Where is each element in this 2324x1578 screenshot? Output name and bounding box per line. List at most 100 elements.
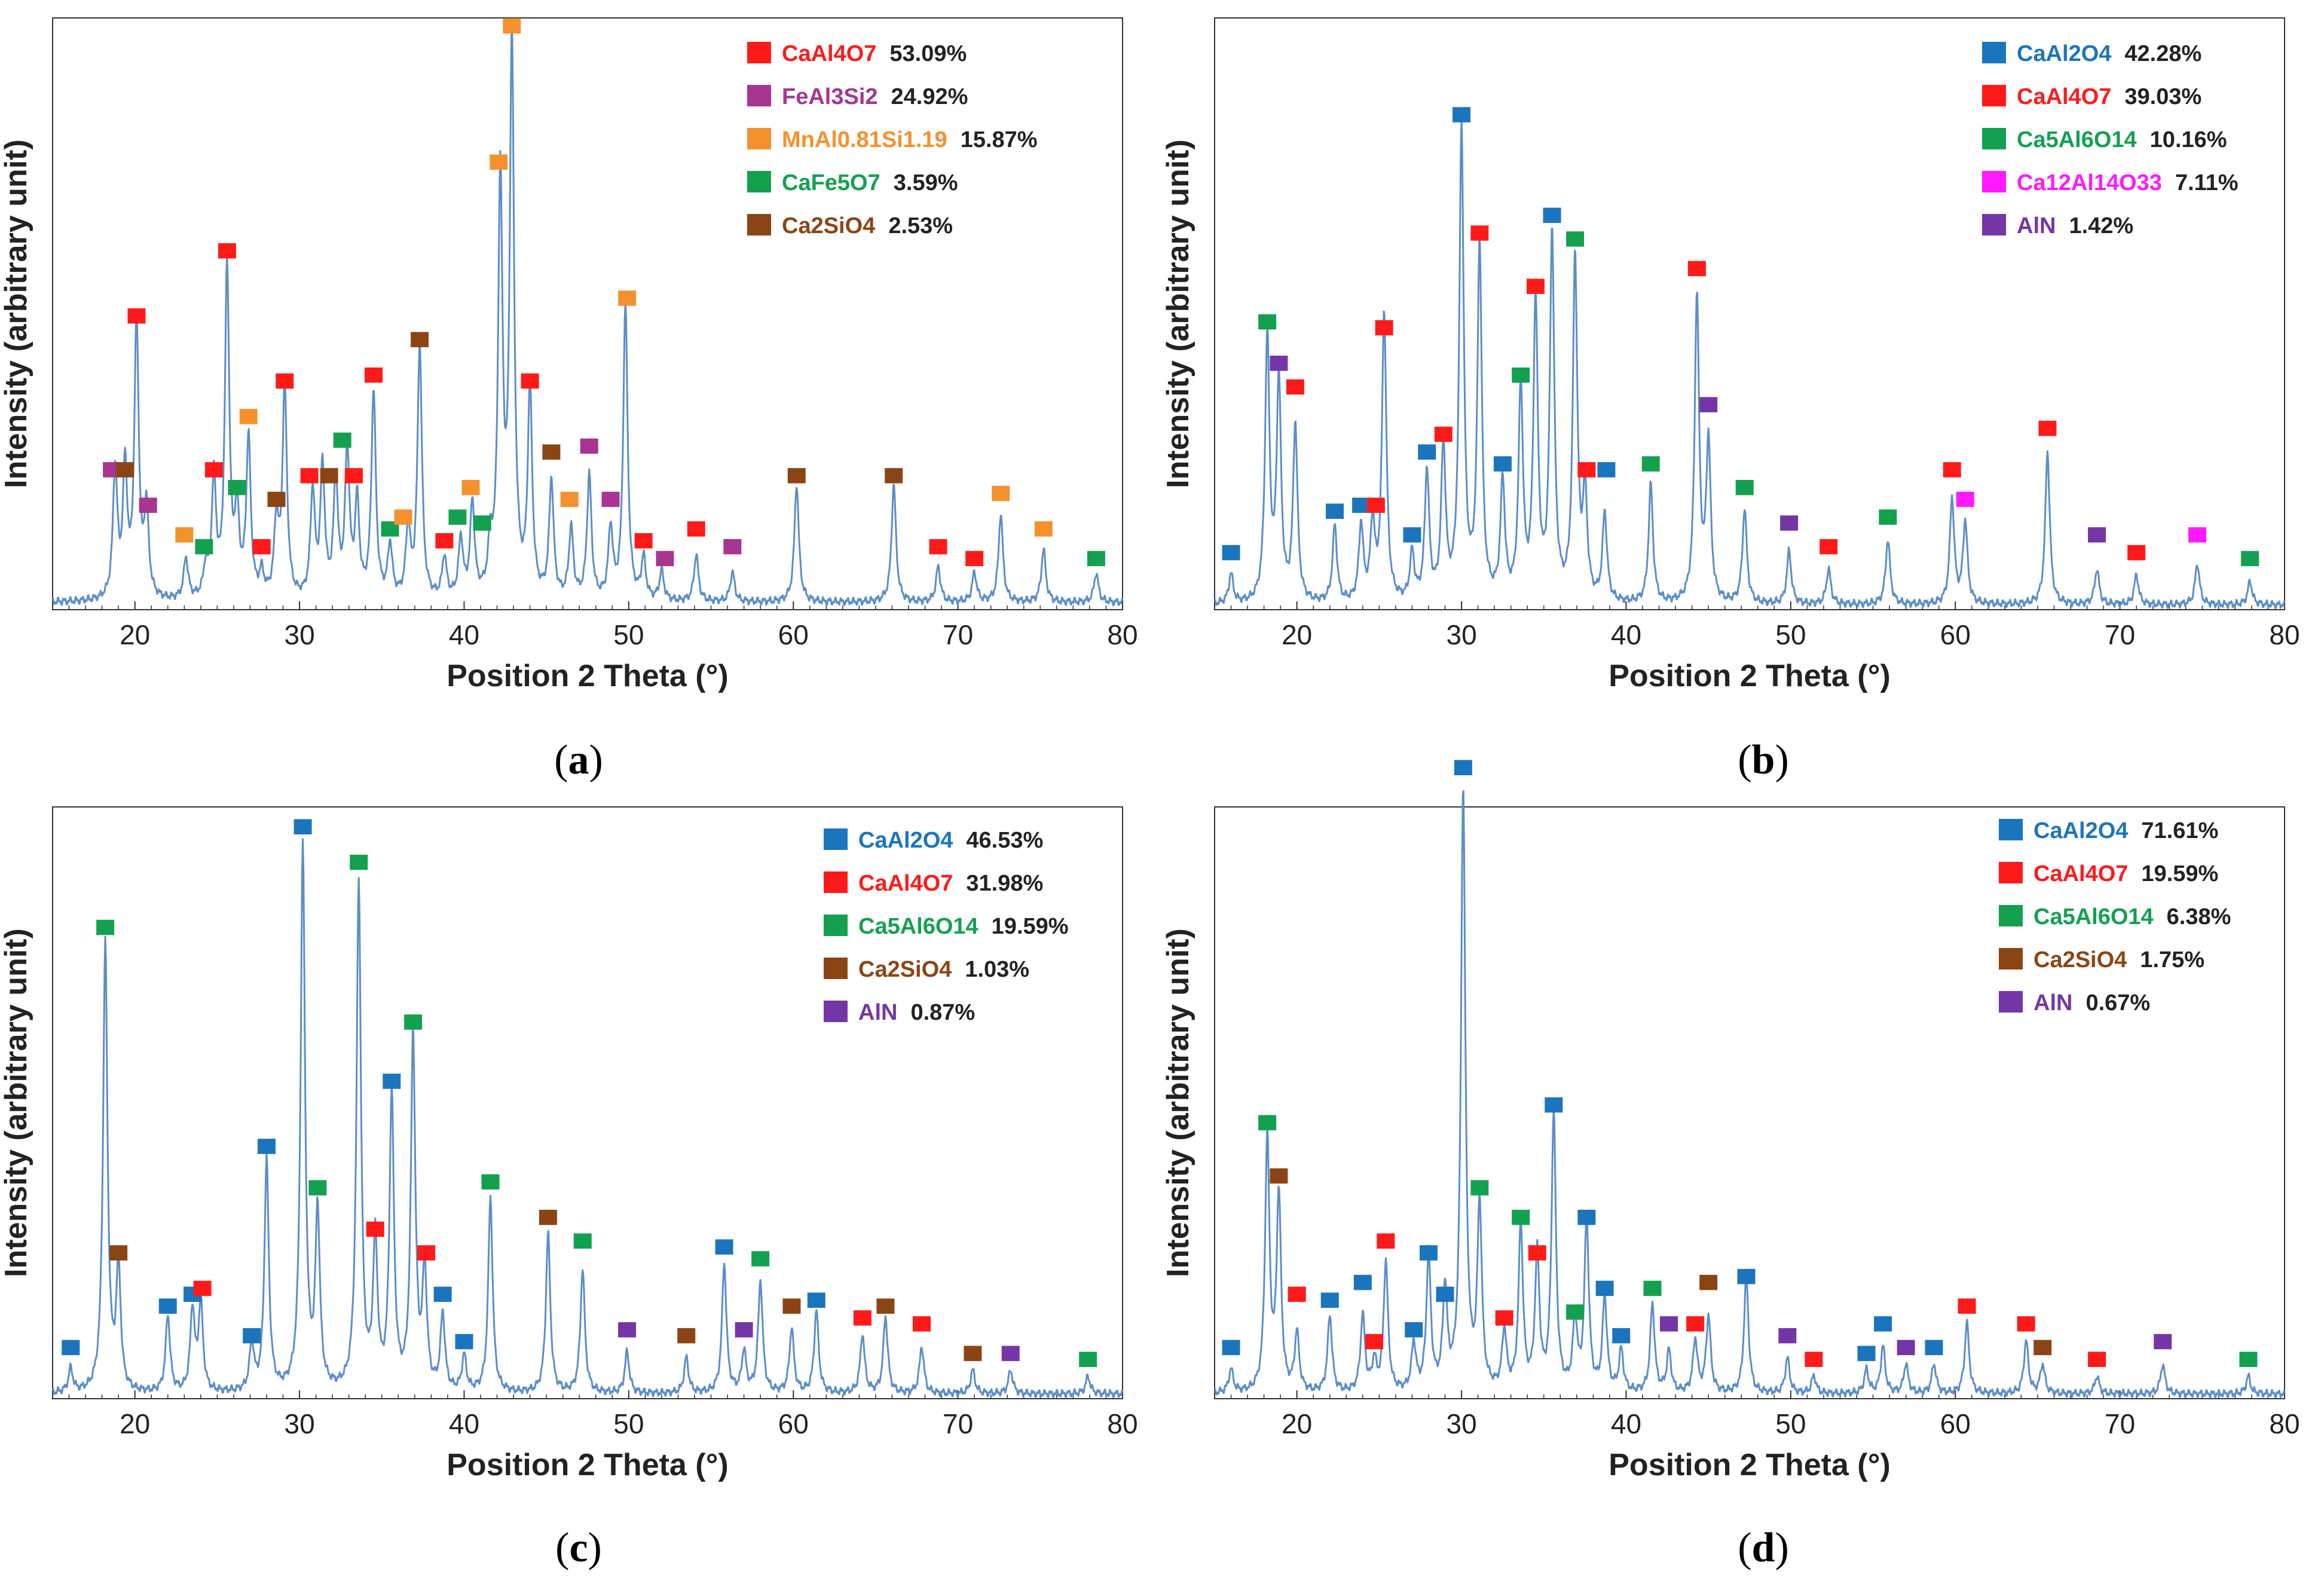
- phase-marker: [687, 521, 705, 537]
- phase-marker: [1512, 367, 1530, 383]
- x-tick-label: 50: [613, 619, 644, 650]
- legend-value: 1.03%: [965, 957, 1029, 982]
- phase-marker: [404, 1014, 423, 1030]
- phase-marker: [1288, 1286, 1306, 1302]
- phase-marker: [1034, 521, 1053, 537]
- legend-value: 39.03%: [2124, 84, 2201, 109]
- legend-value: 7.11%: [2175, 170, 2239, 195]
- legend-label: CaAl4O7: [858, 871, 953, 896]
- legend-label: AlN: [2017, 213, 2056, 238]
- phase-marker: [1778, 1328, 1797, 1344]
- caption-a: (a): [489, 736, 668, 784]
- xrd-panel-c: 20 30 40 50 60 70 80 Position 2 Theta (°) Intens…: [0, 789, 1162, 1578]
- legend-value: 19.59%: [2141, 861, 2218, 886]
- plot-frame: [1214, 17, 2285, 610]
- plot-frame: [52, 806, 1123, 1399]
- phase-marker: [1612, 1328, 1631, 1344]
- phase-marker: [1577, 1209, 1596, 1225]
- legend-swatch: [747, 42, 771, 63]
- phase-marker: [560, 491, 579, 507]
- x-tick-label: 50: [1775, 619, 1806, 650]
- x-tick-label: 40: [449, 619, 479, 650]
- phase-marker: [542, 444, 561, 460]
- phase-marker: [1326, 503, 1344, 519]
- phase-marker: [1956, 491, 1974, 507]
- caption-d: (d): [1674, 1524, 1853, 1572]
- caption-close: ): [588, 1525, 602, 1571]
- legend-value: 42.28%: [2124, 41, 2201, 66]
- phase-marker: [1420, 1245, 1438, 1261]
- phase-marker: [308, 1180, 327, 1195]
- phase-marker: [1820, 539, 1838, 555]
- legend-swatch: [747, 85, 771, 106]
- legend-label: Ca5Al6O14: [2017, 127, 2137, 152]
- phase-marker: [1495, 1310, 1513, 1326]
- legend-value: 6.38%: [2167, 904, 2231, 929]
- phase-marker: [1543, 207, 1561, 223]
- phase-marker: [411, 332, 429, 347]
- legend-swatch: [1982, 171, 2006, 192]
- legend-swatch: [1982, 214, 2006, 236]
- phase-marker: [1735, 479, 1754, 496]
- phase-marker: [965, 551, 984, 567]
- legend-value: 24.92%: [891, 84, 968, 109]
- phase-marker: [1403, 527, 1421, 543]
- legend-label: CaAl2O4: [2017, 41, 2111, 66]
- legend-value: 0.67%: [2086, 990, 2150, 1016]
- phase-marker: [193, 1280, 212, 1296]
- legend-swatch: [747, 214, 771, 236]
- legend-swatch: [824, 958, 848, 979]
- legend-label: CaAl2O4: [858, 828, 953, 853]
- phase-marker: [243, 1328, 261, 1344]
- phase-marker: [1365, 1334, 1384, 1350]
- phase-marker: [1595, 1280, 1614, 1296]
- xrd-chart-d: 20 30 40 50 60 70 80 Position 2 Theta (°) Intens…: [1161, 760, 2300, 1482]
- phase-marker: [1879, 509, 1897, 525]
- phase-marker: [634, 533, 653, 549]
- legend-label: Ca2SiO4: [858, 957, 952, 982]
- xrd-pattern-line: [1213, 790, 2286, 1399]
- phase-marker: [175, 527, 194, 543]
- phase-marker: [252, 539, 271, 555]
- caption-open: (: [554, 737, 568, 783]
- legend-label: Ca2SiO4: [782, 213, 875, 238]
- legend-swatch: [824, 828, 848, 850]
- phase-marker: [195, 539, 213, 555]
- phase-marker: [2241, 551, 2259, 567]
- legend-label: CaAl4O7: [2017, 84, 2111, 109]
- x-tick-label: 60: [1940, 1408, 1971, 1439]
- phase-marker: [751, 1251, 770, 1267]
- phase-marker: [1699, 1274, 1718, 1290]
- xrd-pattern-line: [51, 838, 1124, 1399]
- xrd-panel-d: 20 30 40 50 60 70 80 Position 2 Theta (°) Intens…: [1161, 760, 2324, 1578]
- legend-value: 46.53%: [966, 828, 1043, 853]
- phase-marker: [344, 468, 363, 484]
- phase-marker: [1687, 261, 1706, 277]
- legend-value: 1.75%: [2140, 947, 2204, 973]
- legend-swatch: [1999, 948, 2023, 970]
- legend-value: 19.59%: [992, 914, 1069, 939]
- phase-marker: [715, 1239, 733, 1255]
- phase-marker: [239, 409, 258, 424]
- phase-marker: [1418, 444, 1436, 460]
- phase-marker: [1434, 426, 1452, 442]
- x-tick-label: 20: [1282, 1408, 1312, 1439]
- phase-marker: [461, 479, 480, 496]
- phase-marker: [62, 1340, 80, 1356]
- legend-swatch: [1982, 42, 2006, 63]
- x-tick-label: 20: [120, 1408, 150, 1439]
- phase-marker: [1258, 314, 1277, 330]
- y-axis-label: Intensity (arbitrary unit): [1161, 139, 1195, 488]
- x-axis-label: Position 2 Theta (°): [1609, 659, 1890, 693]
- phase-marker: [2034, 1340, 2052, 1356]
- phase-marker: [1545, 1097, 1563, 1113]
- legend-swatch: [1982, 85, 2006, 106]
- phase-marker: [1270, 356, 1288, 371]
- phase-marker: [1079, 1351, 1097, 1367]
- x-tick-label: 40: [1611, 619, 1641, 650]
- x-tick-label: 50: [1775, 1408, 1806, 1439]
- phase-marker: [366, 1221, 384, 1237]
- phase-marker: [1377, 1233, 1395, 1249]
- legend-label: CaAl4O7: [2034, 861, 2128, 886]
- x-tick-label: 40: [1611, 1408, 1641, 1439]
